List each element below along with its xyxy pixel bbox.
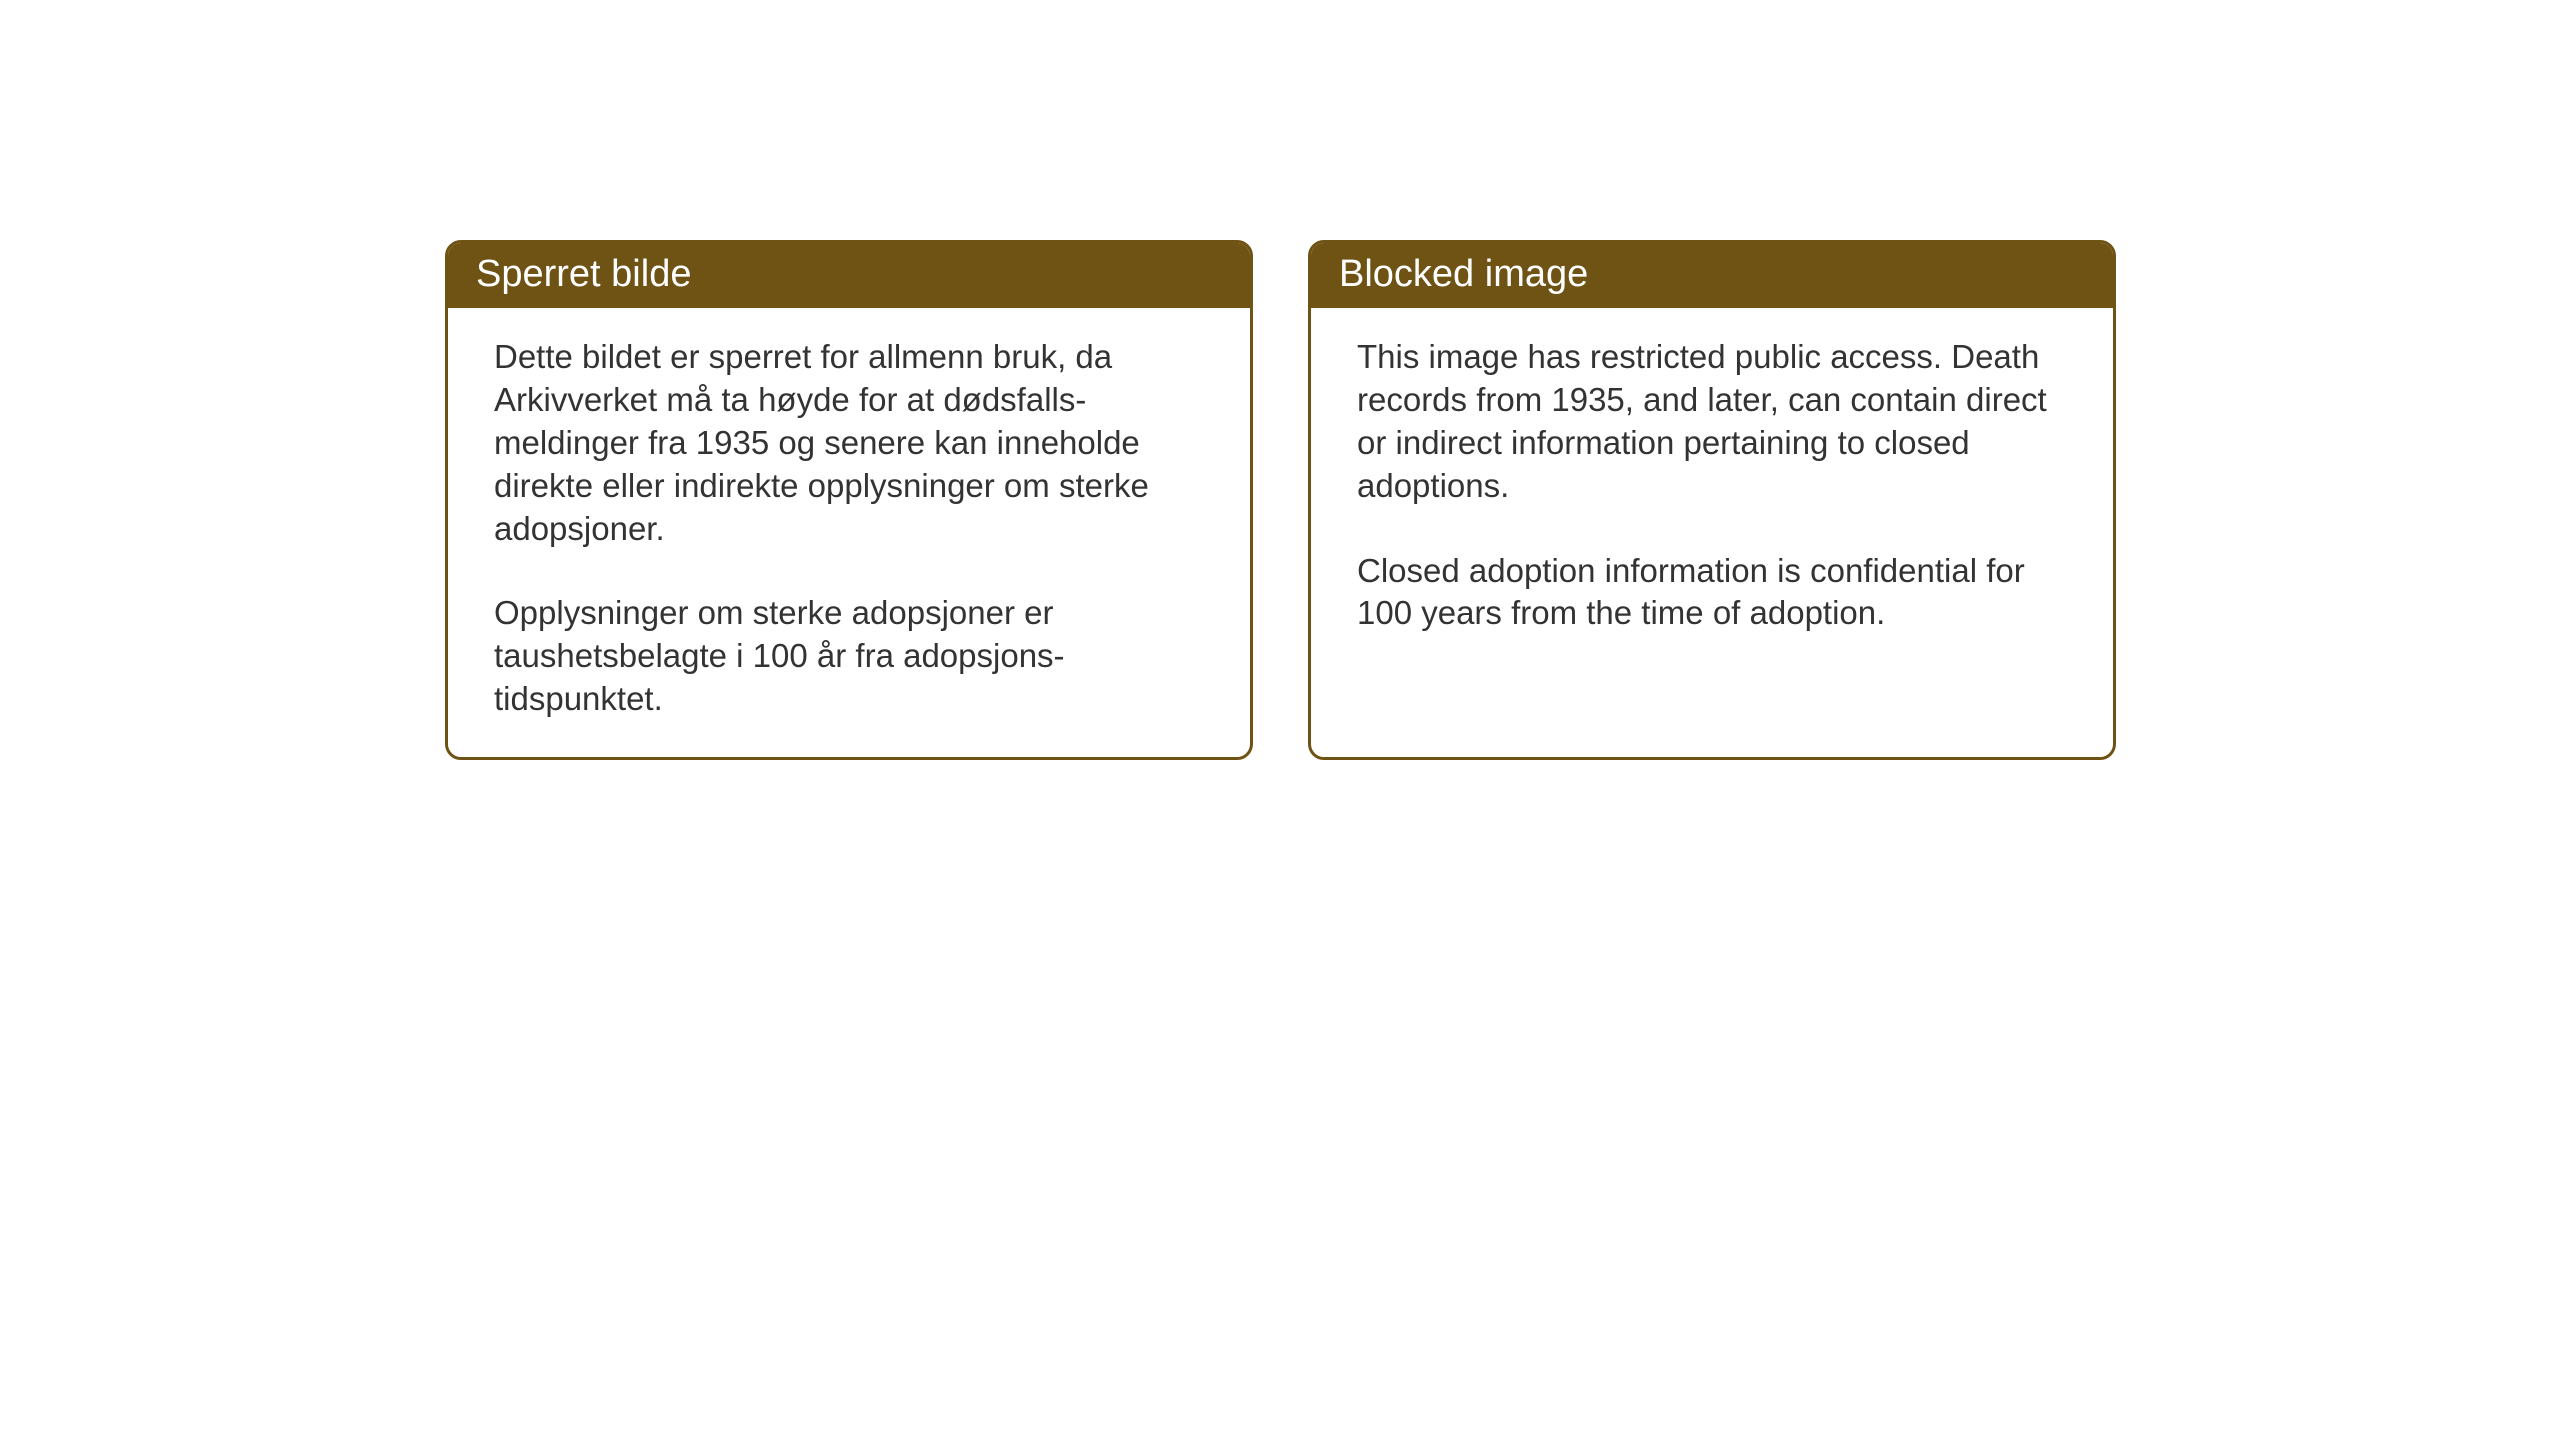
notice-title-english: Blocked image [1339, 253, 1588, 295]
notice-paragraph-1-norwegian: Dette bildet er sperret for allmenn bruk… [494, 336, 1204, 550]
notice-paragraph-1-english: This image has restricted public access.… [1357, 336, 2067, 508]
notice-card-norwegian: Sperret bilde Dette bildet er sperret fo… [445, 240, 1253, 760]
notice-title-norwegian: Sperret bilde [476, 253, 691, 295]
notice-paragraph-2-english: Closed adoption information is confident… [1357, 550, 2067, 636]
notice-body-norwegian: Dette bildet er sperret for allmenn bruk… [448, 308, 1250, 757]
notice-paragraph-2-norwegian: Opplysninger om sterke adopsjoner er tau… [494, 592, 1204, 721]
notice-container: Sperret bilde Dette bildet er sperret fo… [445, 240, 2116, 760]
notice-header-english: Blocked image [1311, 243, 2113, 308]
notice-header-norwegian: Sperret bilde [448, 243, 1250, 308]
notice-body-english: This image has restricted public access.… [1311, 308, 2113, 671]
notice-card-english: Blocked image This image has restricted … [1308, 240, 2116, 760]
